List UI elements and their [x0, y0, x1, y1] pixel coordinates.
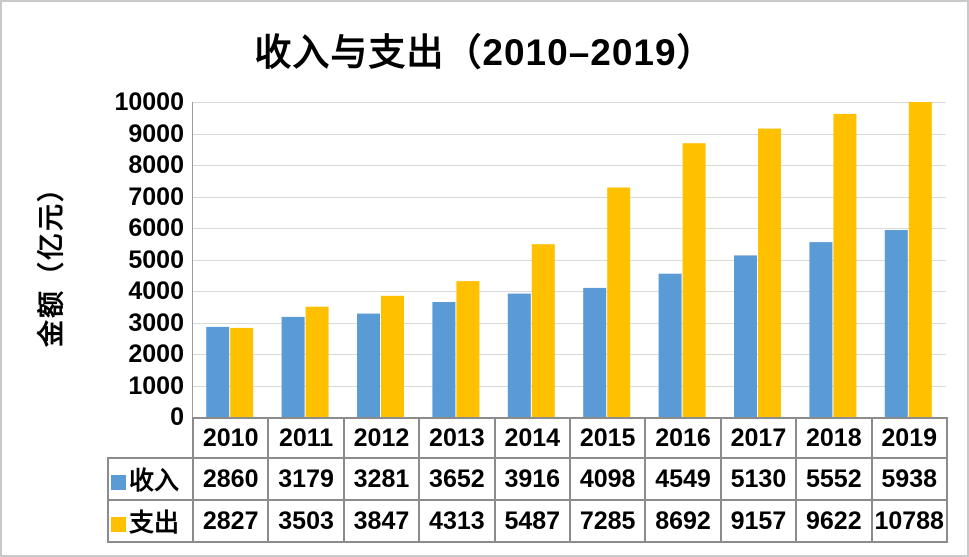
expense-value: 9157 [719, 499, 798, 543]
y-tick-label: 5000 [128, 245, 184, 274]
bar-支出-2018 [833, 113, 857, 418]
income-value: 2860 [191, 457, 270, 501]
year-label: 2016 [644, 417, 722, 459]
expense-legend-label: 支出 [129, 509, 180, 537]
table-expense-row: 支出 2827 3503 3847 4313 5487 7285 8692 91… [107, 499, 948, 543]
year-label: 2018 [795, 417, 873, 459]
bar-支出-2014 [531, 244, 555, 417]
income-value: 3179 [267, 457, 345, 501]
bar-收入-2010 [206, 326, 230, 417]
expense-value: 10788 [870, 499, 948, 543]
income-value: 4549 [644, 457, 722, 501]
bar-收入-2019 [884, 230, 908, 417]
bar-支出-2011 [305, 306, 329, 417]
income-value: 5938 [870, 457, 948, 501]
bar-支出-2012 [381, 295, 404, 417]
y-tick-label: 10000 [114, 88, 184, 116]
income-value: 3652 [418, 457, 496, 501]
y-tick-label: 9000 [128, 119, 184, 148]
bar-支出-2010 [230, 327, 254, 417]
legend-income: 收入 [107, 457, 194, 501]
bar-收入-2017 [734, 255, 757, 417]
income-value: 3281 [342, 457, 421, 501]
bar-收入-2014 [507, 293, 531, 417]
year-label: 2010 [191, 417, 270, 459]
income-value: 3916 [493, 457, 571, 501]
year-label: 2012 [342, 417, 421, 459]
expense-value: 4313 [418, 499, 496, 543]
bar-收入-2011 [281, 316, 305, 417]
plot-area [192, 102, 946, 418]
bar-收入-2015 [583, 287, 607, 417]
y-tick-label: 3000 [128, 308, 184, 337]
expense-value: 7285 [568, 499, 647, 543]
year-label: 2017 [719, 417, 798, 459]
year-label: 2011 [267, 417, 345, 459]
y-tick-label: 4000 [128, 277, 184, 305]
bar-收入-2012 [357, 313, 380, 417]
expense-value: 9622 [795, 499, 873, 543]
year-label: 2015 [568, 417, 647, 459]
y-tick-label: 6000 [128, 214, 184, 242]
table-income-row: 收入 2860 3179 3281 3652 3916 4098 4549 51… [107, 457, 948, 501]
expense-value: 3503 [267, 499, 345, 543]
table-corner-spacer [108, 418, 193, 458]
bar-支出-2016 [682, 143, 706, 417]
y-tick-label: 0 [170, 403, 184, 431]
expense-legend-swatch [111, 517, 126, 532]
expense-value: 5487 [493, 499, 571, 543]
expense-value: 3847 [342, 499, 421, 543]
bar-支出-2013 [456, 281, 480, 417]
bar-支出-2015 [607, 187, 631, 417]
year-label: 2014 [493, 417, 571, 459]
bar-支出-2017 [758, 128, 781, 417]
legend-expense: 支出 [107, 499, 194, 543]
income-value: 5552 [795, 457, 873, 501]
bar-收入-2013 [432, 302, 456, 417]
income-legend-label: 收入 [129, 467, 180, 495]
table-year-row: 2010 2011 2012 2013 2014 2015 2016 2017 … [108, 417, 948, 459]
year-label: 2019 [870, 417, 948, 459]
income-legend-swatch [111, 475, 126, 490]
expense-value: 8692 [644, 499, 722, 543]
bar-支出-2019 [908, 102, 932, 417]
expense-value: 2827 [191, 499, 270, 543]
y-tick-label: 1000 [128, 371, 184, 400]
bar-收入-2016 [658, 273, 682, 417]
chart-title: 收入与支出（2010–2019） [254, 32, 715, 73]
income-value: 5130 [719, 457, 798, 501]
income-value: 4098 [568, 457, 647, 501]
year-label: 2013 [418, 417, 496, 459]
y-tick-label: 7000 [128, 182, 184, 211]
y-tick-label: 2000 [128, 340, 184, 368]
data-table: 2010 2011 2012 2013 2014 2015 2016 2017 … [107, 417, 948, 543]
y-tick-label: 8000 [128, 151, 184, 179]
bar-收入-2018 [809, 242, 833, 417]
